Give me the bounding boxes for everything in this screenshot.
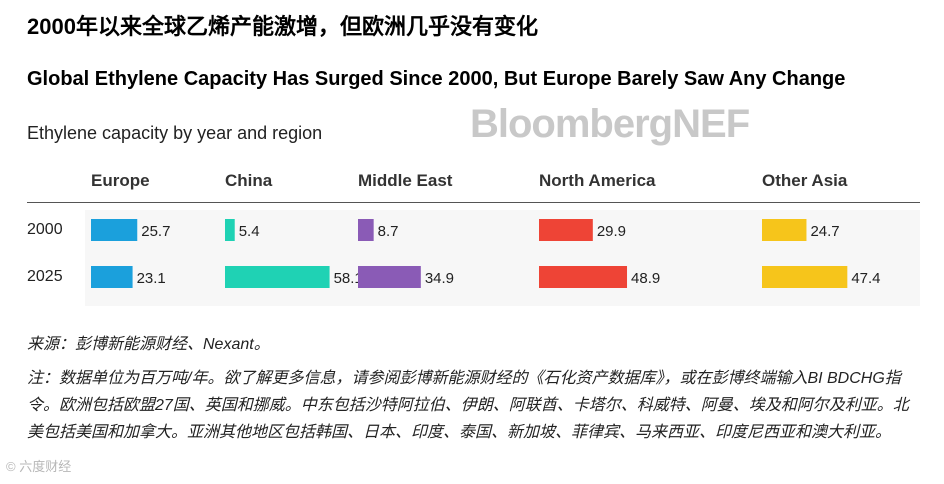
data-label-europe-2000: 25.7: [141, 223, 170, 240]
brand-suffix: NEF: [672, 102, 750, 146]
column-header-china: China: [225, 171, 273, 190]
column-header-middle-east: Middle East: [358, 171, 453, 190]
data-label-other-asia-2025: 47.4: [851, 270, 880, 287]
column-header-europe: Europe: [91, 171, 150, 190]
bar-north-america-2000: [539, 219, 593, 241]
bar-europe-2025: [91, 266, 133, 288]
data-label-north-america-2025: 48.9: [631, 270, 660, 287]
data-label-china-2000: 5.4: [239, 223, 260, 240]
data-label-north-america-2000: 29.9: [597, 223, 626, 240]
row-label-2000: 2000: [27, 221, 63, 238]
chart-title-english: Global Ethylene Capacity Has Surged Sinc…: [27, 68, 846, 90]
data-label-middle-east-2000: 8.7: [378, 223, 399, 240]
data-label-other-asia-2000: 24.7: [810, 223, 839, 240]
bar-middle-east-2000: [358, 219, 374, 241]
bar-middle-east-2025: [358, 266, 421, 288]
bar-china-2025: [225, 266, 330, 288]
data-label-middle-east-2025: 34.9: [425, 270, 454, 287]
data-label-china-2025: 58.1: [334, 270, 363, 287]
bar-europe-2000: [91, 219, 138, 241]
column-header-other-asia: Other Asia: [762, 171, 848, 190]
footnote: 注：数据单位为百万吨/年。欲了解更多信息，请参阅彭博新能源财经的《石化资产数据库…: [27, 370, 909, 441]
header-divider: [27, 202, 920, 203]
watermark: © 六度财经: [6, 459, 72, 474]
bloombergnef-logo: BloombergNEF: [470, 102, 750, 147]
chart-subtitle: Ethylene capacity by year and region: [27, 123, 323, 143]
column-header-north-america: North America: [539, 171, 656, 190]
data-label-europe-2025: 23.1: [137, 270, 166, 287]
source-note: 来源：彭博新能源财经、Nexant。: [27, 336, 270, 353]
bar-other-asia-2000: [762, 219, 807, 241]
row-label-2025: 2025: [27, 268, 63, 285]
bar-china-2000: [225, 219, 235, 241]
bar-other-asia-2025: [762, 266, 848, 288]
bar-north-america-2025: [539, 266, 628, 288]
brand-name: Bloomberg: [470, 102, 673, 146]
chart-title-chinese: 2000年以来全球乙烯产能激增，但欧洲几乎没有变化: [27, 14, 538, 39]
